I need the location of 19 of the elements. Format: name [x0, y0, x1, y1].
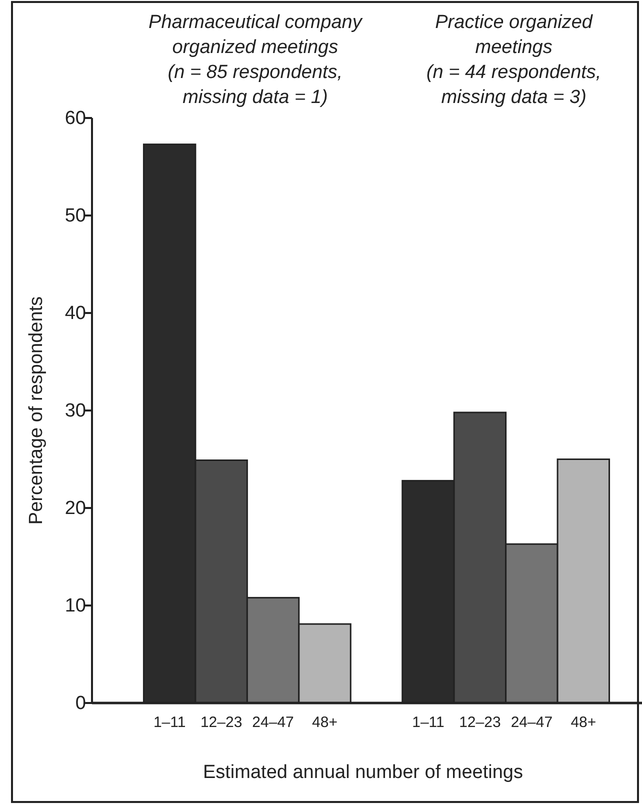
x-tick-label: 12–23 — [200, 714, 242, 731]
x-tick-label: 48+ — [570, 714, 596, 731]
x-axis-title: Estimated annual number of meetings — [202, 762, 524, 783]
y-tick-label: 40 — [64, 303, 86, 324]
x-tick-label: 1–11 — [153, 714, 186, 731]
y-tick-label: 20 — [64, 498, 86, 520]
x-tick-label: 12–23 — [459, 714, 501, 731]
text: Practice organized meetings (n = 44 respondents, missing data = 3) — [426, 12, 602, 108]
y-tick-label: 60 — [64, 108, 86, 130]
y-tick-label: 10 — [64, 596, 86, 617]
text: Pharmaceutical company organized meetings (n = 85 respondents, missing data = 1) — [148, 12, 364, 108]
y-tick-label: 0 — [75, 693, 86, 714]
x-tick-label: 1–11 — [412, 714, 444, 731]
x-tick-label: 48+ — [312, 714, 338, 731]
x-tick-label: 24–47 — [252, 714, 294, 731]
x-tick-label: 24–47 — [510, 714, 553, 731]
y-tick-label: 30 — [64, 400, 86, 422]
y-axis-title: Percentage of respondents — [26, 296, 47, 525]
y-tick-label: 50 — [64, 206, 86, 227]
